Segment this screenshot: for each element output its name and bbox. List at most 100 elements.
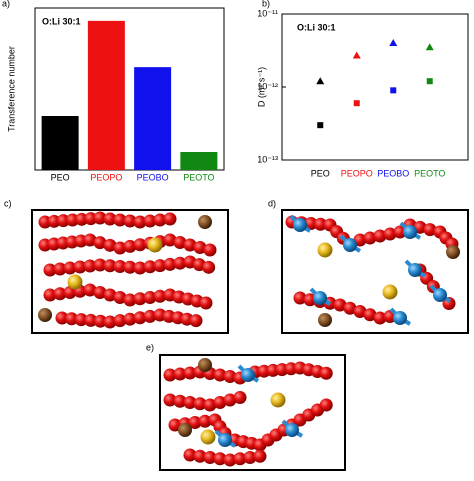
polymer-bead xyxy=(65,312,79,326)
bar xyxy=(41,116,79,170)
triangle-point xyxy=(316,77,325,85)
polymer-bead xyxy=(103,315,117,329)
polymer-bead xyxy=(363,231,377,245)
polymer-bead xyxy=(193,397,207,411)
polymer-bead xyxy=(43,263,57,277)
panel-label: a) xyxy=(2,0,10,8)
y-tick-label: 10⁻¹³ xyxy=(257,154,278,164)
side-bead xyxy=(285,423,299,437)
polymer-bead xyxy=(53,262,67,276)
polymer-bead xyxy=(223,370,237,383)
polymer-bead xyxy=(188,416,202,429)
anion xyxy=(446,245,460,259)
polymer-bead xyxy=(353,305,367,318)
polymer-bead xyxy=(143,309,157,323)
square-point xyxy=(390,87,397,94)
polymer-bead xyxy=(113,213,127,227)
polymer-bead xyxy=(423,223,437,237)
polymer-bead xyxy=(213,396,227,409)
polymer-bead xyxy=(383,227,397,241)
side-bead xyxy=(433,288,447,302)
polymer-bead xyxy=(203,451,217,464)
lithium-ion xyxy=(270,392,286,408)
plot-frame xyxy=(281,13,469,161)
square-point xyxy=(317,122,324,129)
panel-d-frame xyxy=(281,209,469,334)
polymer-bead xyxy=(123,312,137,326)
anion xyxy=(38,308,52,322)
x-tick-label: PEOTO xyxy=(183,172,214,182)
polymer-bead xyxy=(163,233,177,247)
lithium-ion xyxy=(67,274,83,290)
polymer-bead xyxy=(93,236,107,250)
bar xyxy=(134,67,172,170)
annotation: O:Li 30:1 xyxy=(42,16,81,26)
polymer-bead xyxy=(233,452,247,466)
polymer-bead xyxy=(173,394,187,408)
polymer-bead xyxy=(133,311,147,325)
x-tick-label: PEO xyxy=(311,168,330,178)
polymer-bead xyxy=(293,291,307,305)
polymer-bead xyxy=(213,452,227,466)
polymer-bead xyxy=(143,214,157,228)
panel-label: b) xyxy=(262,0,270,8)
polymer-bead xyxy=(93,314,107,328)
polymer-bead xyxy=(193,241,207,254)
polymer-bead xyxy=(223,393,237,407)
polymer-bead xyxy=(253,449,267,463)
polymer-bead xyxy=(74,313,88,327)
polymer-bead xyxy=(203,398,217,412)
polymer-bead xyxy=(314,217,327,231)
side-bead xyxy=(313,291,327,305)
x-tick-label: PEOTO xyxy=(414,168,445,178)
polymer-bead xyxy=(153,289,167,303)
side-bead xyxy=(393,311,407,325)
panel-label: d) xyxy=(268,198,276,208)
polymer-bead xyxy=(173,236,187,249)
polymer-bead xyxy=(163,212,177,226)
panel-c-frame xyxy=(31,209,229,334)
anion xyxy=(198,215,212,229)
polymer-bead xyxy=(93,211,107,225)
polymer-bead xyxy=(203,243,217,257)
lithium-ion xyxy=(200,429,216,445)
side-bead xyxy=(408,263,422,277)
polymer-bead xyxy=(133,261,147,275)
polymer-bead xyxy=(133,292,147,306)
polymer-bead xyxy=(113,241,127,255)
polymer-bead xyxy=(183,238,197,252)
polymer-bead xyxy=(133,238,147,252)
side-bead xyxy=(403,225,417,239)
polymer-bead xyxy=(133,215,147,229)
lithium-ion xyxy=(382,284,398,300)
polymer-bead xyxy=(153,259,167,273)
polymer-bead xyxy=(103,238,117,252)
polymer-bead xyxy=(163,368,177,382)
polymer-bead xyxy=(55,311,69,325)
lithium-ion xyxy=(317,242,333,258)
polymer-bead xyxy=(183,396,197,409)
x-tick-label: PEOBO xyxy=(377,168,409,178)
y-axis-label: Transference number xyxy=(6,46,16,132)
polymer-bead xyxy=(363,308,377,322)
polymer-bead xyxy=(343,301,357,315)
polymer-bead xyxy=(189,314,203,328)
polymer-bead xyxy=(333,298,347,312)
polymer-bead xyxy=(123,293,137,307)
polymer-bead xyxy=(202,260,216,274)
polymer-bead xyxy=(193,449,207,463)
polymer-bead xyxy=(84,313,98,327)
polymer-bead xyxy=(173,256,187,270)
lithium-ion xyxy=(147,237,163,253)
polymer-bead xyxy=(163,257,177,271)
polymer-bead xyxy=(123,214,137,228)
polymer-bead xyxy=(43,288,57,302)
polymer-bead xyxy=(393,225,407,239)
side-bead xyxy=(241,368,255,382)
polymer-bead xyxy=(243,451,257,464)
bar xyxy=(87,20,125,170)
polymer-bead xyxy=(163,393,177,407)
polymer-bead xyxy=(103,259,117,273)
polymer-bead xyxy=(153,213,167,227)
